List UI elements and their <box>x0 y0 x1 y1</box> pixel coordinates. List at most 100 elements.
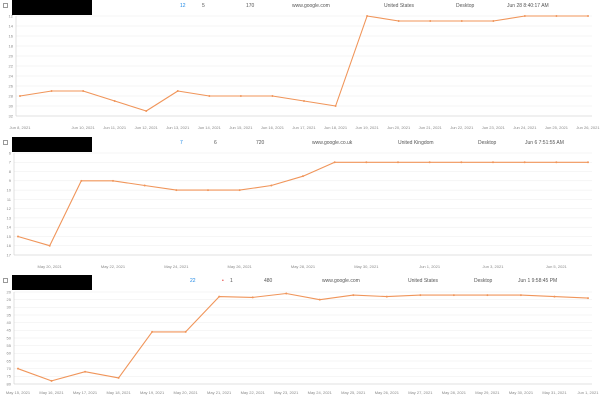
data-point[interactable] <box>218 295 221 298</box>
y-tick-label: 7 <box>9 160 12 165</box>
data-point[interactable] <box>302 175 304 178</box>
keyword-row-header: 7 6 720 www.google.co.uk United Kingdom … <box>0 137 600 152</box>
x-tick-label: May 22, 2021 <box>101 264 126 269</box>
data-point[interactable] <box>270 184 273 187</box>
data-point[interactable] <box>460 20 463 22</box>
data-point[interactable] <box>176 90 179 92</box>
x-tick-label: Jun 10, 2021 <box>72 125 96 130</box>
data-point[interactable] <box>251 296 254 299</box>
row-checkbox[interactable] <box>3 140 8 145</box>
x-tick-label: Jun 19, 2021 <box>356 125 380 130</box>
data-point[interactable] <box>17 235 19 238</box>
x-tick-label: May 28, 2021 <box>442 390 467 395</box>
data-point[interactable] <box>80 179 83 182</box>
x-tick-label: May 20, 2021 <box>38 264 63 269</box>
data-point[interactable] <box>303 100 305 102</box>
device: Desktop <box>474 278 493 284</box>
data-point[interactable] <box>419 294 422 297</box>
x-tick-label: Jun 18, 2021 <box>324 125 348 130</box>
data-point[interactable] <box>555 15 558 17</box>
data-point[interactable] <box>207 189 209 192</box>
redacted-keyword <box>12 137 92 152</box>
data-point[interactable] <box>553 295 556 298</box>
data-point[interactable] <box>112 179 114 182</box>
data-point[interactable] <box>492 161 494 164</box>
data-point[interactable] <box>486 294 489 297</box>
data-point[interactable] <box>523 161 526 164</box>
x-tick-label: May 30, 2021 <box>354 264 379 269</box>
rank-change: 6 <box>214 140 217 146</box>
y-tick-label: 45 <box>7 328 12 333</box>
y-tick-label: 24 <box>9 73 14 78</box>
data-point[interactable] <box>17 367 19 370</box>
y-tick-label: 9 <box>9 178 12 183</box>
data-point[interactable] <box>208 95 211 97</box>
data-point[interactable] <box>587 161 589 164</box>
data-point[interactable] <box>143 184 146 187</box>
data-point[interactable] <box>429 20 432 22</box>
data-point[interactable] <box>117 376 120 379</box>
data-point[interactable] <box>352 294 355 297</box>
data-point[interactable] <box>82 90 85 92</box>
country: United States <box>408 278 439 284</box>
data-point[interactable] <box>151 330 154 333</box>
x-tick-label: Jun 3, 2021 <box>483 264 505 269</box>
data-point[interactable] <box>48 244 51 247</box>
row-checkbox[interactable] <box>3 3 8 8</box>
data-point[interactable] <box>397 161 399 164</box>
data-point[interactable] <box>385 295 388 298</box>
data-point[interactable] <box>523 15 526 17</box>
x-tick-label: Jun 14, 2021 <box>198 125 222 130</box>
data-point[interactable] <box>50 379 53 382</box>
x-tick-label: May 21, 2021 <box>207 390 232 395</box>
y-tick-label: 10 <box>7 187 12 192</box>
data-point[interactable] <box>271 95 274 97</box>
x-tick-label: May 31, 2021 <box>542 390 567 395</box>
y-tick-label: 13 <box>7 215 12 220</box>
data-point[interactable] <box>318 298 321 301</box>
data-point[interactable] <box>519 294 522 297</box>
data-point[interactable] <box>397 20 400 22</box>
y-tick-label: 26 <box>9 83 14 88</box>
ranking-chart: 12 14 16 18 20 22 24 26 28 30 32 Jun 8, 2021 Jun 10,… <box>9 13 600 130</box>
x-tick-label: May 18, 2021 <box>106 390 131 395</box>
ranking-chart: 6 7 8 9 10 11 12 13 14 15 16 17 May 20, 2021 May 22, … <box>7 150 592 269</box>
y-tick-label: 60 <box>7 351 12 356</box>
data-point[interactable] <box>285 292 288 295</box>
data-point[interactable] <box>239 95 242 97</box>
x-tick-label: Jun 12, 2021 <box>135 125 159 130</box>
y-tick-label: 12 <box>9 13 14 18</box>
last-checked: Jun 1 9:58:45 PM <box>518 278 558 284</box>
x-tick-label: May 24, 2021 <box>308 390 333 395</box>
data-point[interactable] <box>366 15 369 17</box>
data-point[interactable] <box>555 161 558 164</box>
data-point[interactable] <box>460 161 463 164</box>
series-line <box>17 161 588 247</box>
data-point[interactable] <box>145 110 148 112</box>
device: Desktop <box>456 3 475 9</box>
data-point[interactable] <box>452 294 455 297</box>
data-point[interactable] <box>238 189 241 192</box>
search-volume: 170 <box>246 3 255 9</box>
data-point[interactable] <box>428 161 431 164</box>
search-engine: www.google.com <box>322 278 360 284</box>
data-point[interactable] <box>184 330 187 333</box>
data-point[interactable] <box>587 15 589 17</box>
data-point[interactable] <box>492 20 495 22</box>
data-point[interactable] <box>84 370 87 373</box>
row-checkbox[interactable] <box>3 278 8 283</box>
y-tick-label: 65 <box>7 358 12 363</box>
data-point[interactable] <box>113 100 116 102</box>
y-tick-label: 55 <box>7 343 12 348</box>
data-point[interactable] <box>365 161 368 164</box>
data-point[interactable] <box>19 95 21 97</box>
data-point[interactable] <box>587 297 589 300</box>
data-point[interactable] <box>333 161 336 164</box>
data-point[interactable] <box>334 105 337 107</box>
x-tick-label: May 24, 2021 <box>164 264 189 269</box>
y-tick-label: 20 <box>9 53 14 58</box>
data-point[interactable] <box>50 90 53 92</box>
data-point[interactable] <box>175 189 178 192</box>
y-tick-label: 14 <box>7 225 12 230</box>
x-tick-label: Jun 8, 2021 <box>10 125 32 130</box>
